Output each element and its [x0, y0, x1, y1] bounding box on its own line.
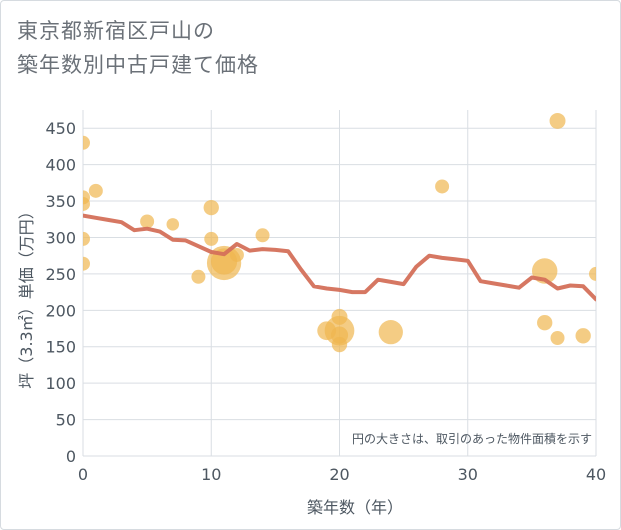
grid-lines — [82, 110, 597, 457]
data-bubble — [191, 269, 206, 284]
y-tick-label: 50 — [56, 411, 76, 430]
data-bubble — [83, 135, 90, 150]
x-tick-label: 30 — [458, 465, 478, 484]
x-tick-label: 10 — [201, 465, 221, 484]
y-tick-label: 0 — [66, 447, 76, 466]
x-axis-label: 築年数（年） — [307, 498, 403, 517]
trend-line — [83, 213, 596, 302]
x-tick-label: 40 — [586, 465, 606, 484]
y-tick-label: 150 — [45, 338, 76, 357]
data-bubble — [88, 183, 103, 198]
data-bubble — [589, 266, 596, 281]
size-legend-note: 円の大きさは、取引のあった物件面積を示す — [352, 431, 592, 446]
x-tick-label: 20 — [329, 465, 349, 484]
y-tick-label: 100 — [45, 374, 76, 393]
chart-title: 東京都新宿区戸山の 築年数別中古戸建て価格 — [17, 14, 259, 82]
data-bubble — [203, 199, 219, 216]
y-tick-label: 300 — [45, 228, 76, 247]
trend-series — [83, 213, 596, 302]
x-axis-ticks: 0 10 20 30 40 — [78, 465, 606, 484]
data-bubble — [378, 320, 403, 345]
bubble-series — [83, 112, 596, 353]
y-axis-label: 坪（3.3㎡）単価（万円） — [17, 203, 36, 388]
data-bubble — [83, 256, 90, 271]
y-tick-label: 200 — [45, 301, 76, 320]
chart-title-line-2: 築年数別中古戸建て価格 — [17, 53, 259, 77]
data-bubble — [83, 196, 90, 211]
data-bubble — [331, 336, 348, 353]
y-axis-ticks: 0 50 100 150 200 250 300 350 400 450 — [45, 119, 76, 466]
data-bubble — [83, 231, 90, 246]
data-bubble — [537, 315, 553, 331]
data-bubble — [204, 231, 219, 246]
data-bubble — [140, 214, 155, 229]
data-bubble — [255, 228, 270, 243]
data-bubble — [435, 179, 450, 194]
y-tick-label: 400 — [45, 156, 76, 175]
data-bubble — [317, 321, 337, 341]
chart-title-line-1: 東京都新宿区戸山の — [17, 19, 215, 43]
data-bubble — [229, 247, 244, 262]
y-tick-label: 350 — [45, 192, 76, 211]
data-bubble — [549, 112, 566, 129]
data-bubble — [575, 328, 591, 344]
x-tick-label: 0 — [78, 465, 88, 484]
data-bubble — [550, 330, 565, 345]
data-bubble — [331, 308, 348, 325]
y-tick-label: 250 — [45, 265, 76, 284]
y-tick-label: 450 — [45, 119, 76, 138]
data-bubble — [166, 218, 180, 231]
